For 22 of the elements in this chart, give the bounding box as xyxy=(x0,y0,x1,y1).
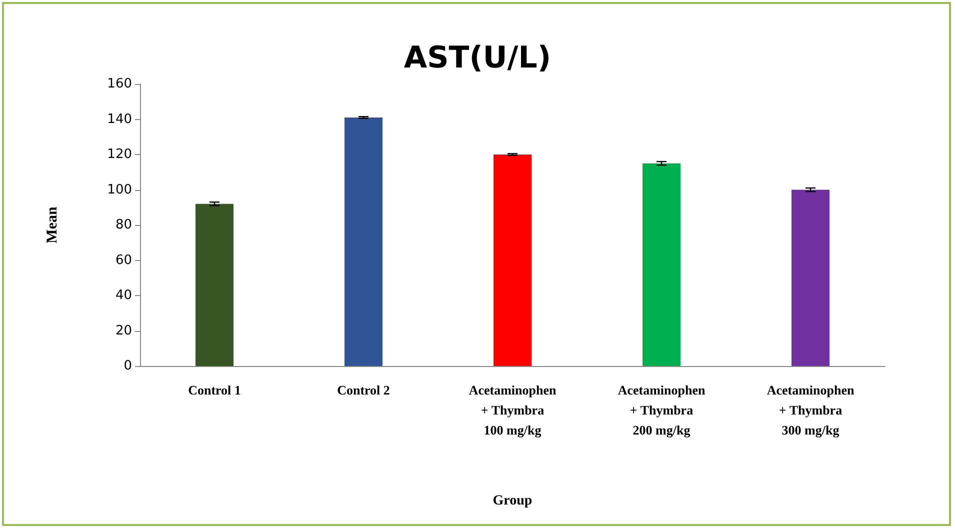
chart-title: AST(U/L) xyxy=(404,40,552,76)
y-tick-label: 100 xyxy=(107,182,132,198)
bar xyxy=(494,154,532,366)
y-tick-label: 80 xyxy=(115,218,132,232)
bar xyxy=(196,204,234,366)
y-tick-label: 40 xyxy=(115,288,132,303)
y-tick-label: 160 xyxy=(107,76,132,92)
y-tick-label: 120 xyxy=(107,147,132,162)
x-tick-label: Acetaminophen + Thymbra 300 mg/kg xyxy=(766,382,855,438)
y-tick-label: 140 xyxy=(107,112,132,127)
x-axis-title: Group xyxy=(492,494,532,508)
x-tick-label: Control 2 xyxy=(337,382,390,398)
x-tick-label: Acetaminophen + Thymbra 200 mg/kg xyxy=(618,382,706,438)
y-tick-label: 60 xyxy=(115,252,132,268)
x-tick-label: Control 1 xyxy=(188,382,241,398)
bar xyxy=(792,190,830,366)
y-tick-label: 20 xyxy=(115,323,132,338)
bar xyxy=(642,163,680,366)
y-axis-title: Mean xyxy=(44,206,60,244)
bar xyxy=(344,117,382,366)
y-tick-label: 0 xyxy=(124,358,132,374)
x-tick-label: Acetaminophen + Thymbra 100 mg/kg xyxy=(468,382,557,438)
